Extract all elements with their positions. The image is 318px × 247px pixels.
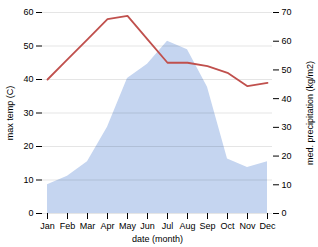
svg-text:date (month): date (month) [132, 234, 183, 244]
svg-text:30: 30 [282, 122, 292, 132]
svg-text:0: 0 [282, 208, 287, 218]
svg-text:Jul: Jul [162, 221, 174, 231]
svg-text:Dec: Dec [259, 221, 276, 231]
svg-text:50: 50 [23, 41, 33, 51]
svg-text:max temp (C): max temp (C) [5, 86, 15, 141]
svg-text:10: 10 [282, 180, 292, 190]
svg-text:Jan: Jan [40, 221, 55, 231]
svg-text:70: 70 [282, 7, 292, 17]
svg-text:40: 40 [282, 94, 292, 104]
svg-text:Apr: Apr [100, 221, 114, 231]
svg-text:Feb: Feb [60, 221, 76, 231]
svg-text:20: 20 [23, 141, 33, 151]
svg-text:Sep: Sep [199, 221, 215, 231]
svg-text:30: 30 [23, 108, 33, 118]
svg-text:20: 20 [282, 151, 292, 161]
svg-text:Jun: Jun [140, 221, 155, 231]
svg-text:Nov: Nov [239, 221, 256, 231]
svg-text:May: May [119, 221, 137, 231]
svg-text:50: 50 [282, 65, 292, 75]
svg-text:60: 60 [23, 7, 33, 17]
svg-text:40: 40 [23, 74, 33, 84]
svg-text:Oct: Oct [220, 221, 235, 231]
svg-text:Mar: Mar [80, 221, 96, 231]
svg-text:0: 0 [28, 208, 33, 218]
svg-text:60: 60 [282, 36, 292, 46]
svg-text:Aug: Aug [179, 221, 195, 231]
svg-text:med. precipitation (kg/m2): med. precipitation (kg/m2) [305, 61, 315, 165]
svg-text:10: 10 [23, 175, 33, 185]
